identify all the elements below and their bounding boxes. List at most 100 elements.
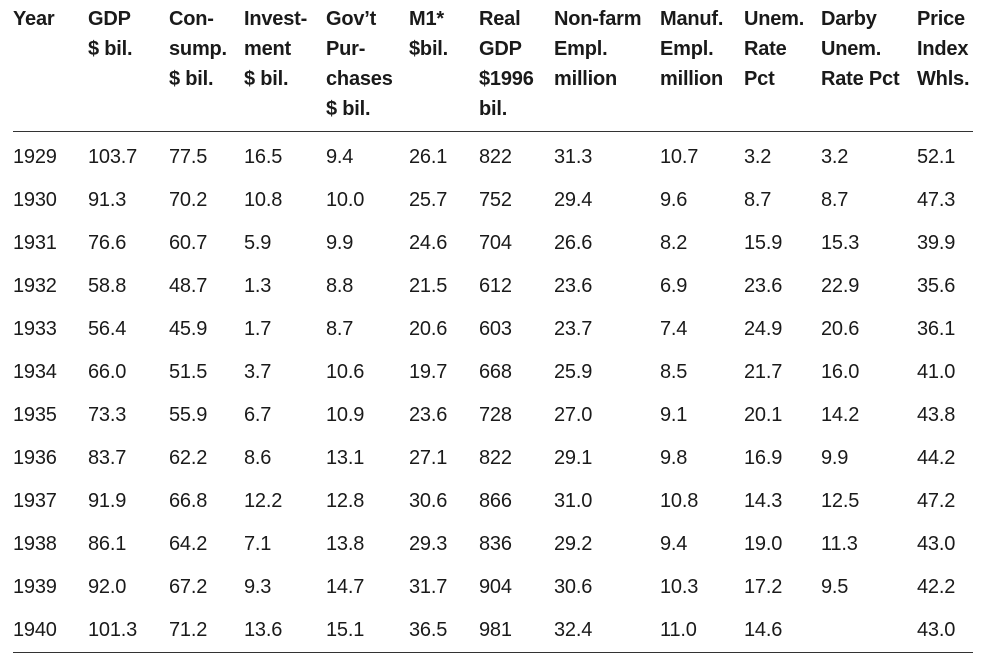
cell-consumption: 77.5 [169, 146, 208, 168]
economic-data-table: Year GDP $ bil. Con-sump. $ bil. Invest-ment $… [13, 0, 973, 653]
header-line: Darby [821, 8, 877, 30]
header-line: Pur- [326, 38, 366, 60]
cell-m1: 20.6 [409, 318, 448, 340]
cell-unemployment-rate: 14.3 [744, 490, 783, 512]
cell-real-gdp: 822 [479, 447, 512, 469]
cell-year: 1933 [13, 318, 57, 340]
column-header-govt-purchases: Gov’t Pur-chases $ bil. [326, 0, 409, 132]
cell-nonfarm-employment: 32.4 [554, 619, 593, 641]
cell-govt-purchases: 9.9 [326, 232, 354, 254]
cell-unemployment-rate: 19.0 [744, 533, 783, 555]
cell-gdp: 92.0 [88, 576, 127, 598]
header-line: Empl. [660, 38, 714, 60]
column-header-price-index: Price Index Whls. [917, 0, 973, 132]
cell-govt-purchases: 8.8 [326, 275, 354, 297]
table-row: 1937 91.9 66.8 12.2 12.8 30.6 866 31.0 10.8 14.3 1… [13, 480, 973, 523]
cell-gdp: 86.1 [88, 533, 127, 555]
cell-gdp: 76.6 [88, 232, 127, 254]
header-line: Unem. [744, 8, 805, 30]
cell-investment: 6.7 [244, 404, 272, 426]
cell-consumption: 45.9 [169, 318, 208, 340]
cell-year: 1935 [13, 404, 57, 426]
cell-darby-unemployment-rate: 9.5 [821, 576, 849, 598]
cell-nonfarm-employment: 23.6 [554, 275, 593, 297]
cell-darby-unemployment-rate: 12.5 [821, 490, 860, 512]
cell-unemployment-rate: 17.2 [744, 576, 783, 598]
cell-gdp: 73.3 [88, 404, 127, 426]
header-line: Non-farm [554, 8, 642, 30]
header-line: Index [917, 38, 969, 60]
cell-manufacturing-employment: 10.3 [660, 576, 699, 598]
cell-consumption: 62.2 [169, 447, 208, 469]
cell-m1: 21.5 [409, 275, 448, 297]
header-line: Whls. [917, 68, 970, 90]
cell-investment: 3.7 [244, 361, 272, 383]
column-header-manufacturing-employment: Manuf. Empl. million [660, 0, 744, 132]
cell-m1: 31.7 [409, 576, 448, 598]
cell-nonfarm-employment: 26.6 [554, 232, 593, 254]
table-row: 1936 83.7 62.2 8.6 13.1 27.1 822 29.1 9.8 16.9 9.9… [13, 437, 973, 480]
cell-price-index: 52.1 [917, 146, 956, 168]
header-line: Invest- [244, 8, 308, 30]
cell-m1: 24.6 [409, 232, 448, 254]
header-line: M1* [409, 8, 444, 30]
cell-investment: 7.1 [244, 533, 272, 555]
cell-real-gdp: 728 [479, 404, 512, 426]
cell-gdp: 101.3 [88, 619, 138, 641]
cell-nonfarm-employment: 29.2 [554, 533, 593, 555]
cell-govt-purchases: 9.4 [326, 146, 354, 168]
cell-gdp: 56.4 [88, 318, 127, 340]
cell-gdp: 103.7 [88, 146, 138, 168]
column-header-investment: Invest-ment $ bil. [244, 0, 326, 132]
cell-manufacturing-employment: 11.0 [660, 619, 697, 641]
header-line: chases [326, 68, 393, 90]
cell-price-index: 47.2 [917, 490, 956, 512]
cell-manufacturing-employment: 9.4 [660, 533, 688, 555]
table-row: 1935 73.3 55.9 6.7 10.9 23.6 728 27.0 9.1 20.1 14.… [13, 394, 973, 437]
cell-investment: 1.7 [244, 318, 272, 340]
table-row: 1933 56.4 45.9 1.7 8.7 20.6 603 23.7 7.4 24.9 20.6… [13, 308, 973, 351]
cell-manufacturing-employment: 8.5 [660, 361, 688, 383]
cell-consumption: 71.2 [169, 619, 208, 641]
column-header-darby-unemployment-rate: Darby Unem. Rate Pct [821, 0, 917, 132]
cell-nonfarm-employment: 23.7 [554, 318, 593, 340]
cell-m1: 27.1 [409, 447, 448, 469]
cell-real-gdp: 704 [479, 232, 512, 254]
cell-price-index: 35.6 [917, 275, 956, 297]
cell-consumption: 70.2 [169, 189, 208, 211]
header-line: $ bil. [326, 98, 371, 120]
cell-unemployment-rate: 3.2 [744, 146, 772, 168]
cell-nonfarm-employment: 29.1 [554, 447, 593, 469]
cell-darby-unemployment-rate [821, 609, 917, 653]
header-line: Rate Pct [821, 68, 900, 90]
cell-gdp: 91.9 [88, 490, 127, 512]
cell-year: 1929 [13, 146, 57, 168]
header-line: $1996 [479, 68, 534, 90]
table-row: 1939 92.0 67.2 9.3 14.7 31.7 904 30.6 10.3 17.2 9.… [13, 566, 973, 609]
header-line: Con- [169, 8, 214, 30]
cell-real-gdp: 612 [479, 275, 512, 297]
cell-govt-purchases: 10.9 [326, 404, 365, 426]
cell-manufacturing-employment: 10.8 [660, 490, 699, 512]
cell-govt-purchases: 12.8 [326, 490, 365, 512]
header-line: sump. [169, 38, 227, 60]
cell-govt-purchases: 15.1 [326, 619, 365, 641]
cell-investment: 16.5 [244, 146, 283, 168]
cell-darby-unemployment-rate: 11.3 [821, 533, 858, 555]
header-line: Unem. [821, 38, 882, 60]
cell-year: 1932 [13, 275, 57, 297]
cell-consumption: 67.2 [169, 576, 208, 598]
header-line: $ bil. [244, 68, 289, 90]
cell-manufacturing-employment: 10.7 [660, 146, 699, 168]
header-line: Empl. [554, 38, 608, 60]
cell-govt-purchases: 10.0 [326, 189, 365, 211]
column-header-m1: M1* $bil. [409, 0, 479, 132]
cell-m1: 29.3 [409, 533, 448, 555]
header-line: ment [244, 38, 291, 60]
header-line: Pct [744, 68, 775, 90]
cell-darby-unemployment-rate: 3.2 [821, 146, 849, 168]
cell-m1: 30.6 [409, 490, 448, 512]
header-line: Manuf. [660, 8, 724, 30]
cell-gdp: 83.7 [88, 447, 127, 469]
cell-nonfarm-employment: 30.6 [554, 576, 593, 598]
